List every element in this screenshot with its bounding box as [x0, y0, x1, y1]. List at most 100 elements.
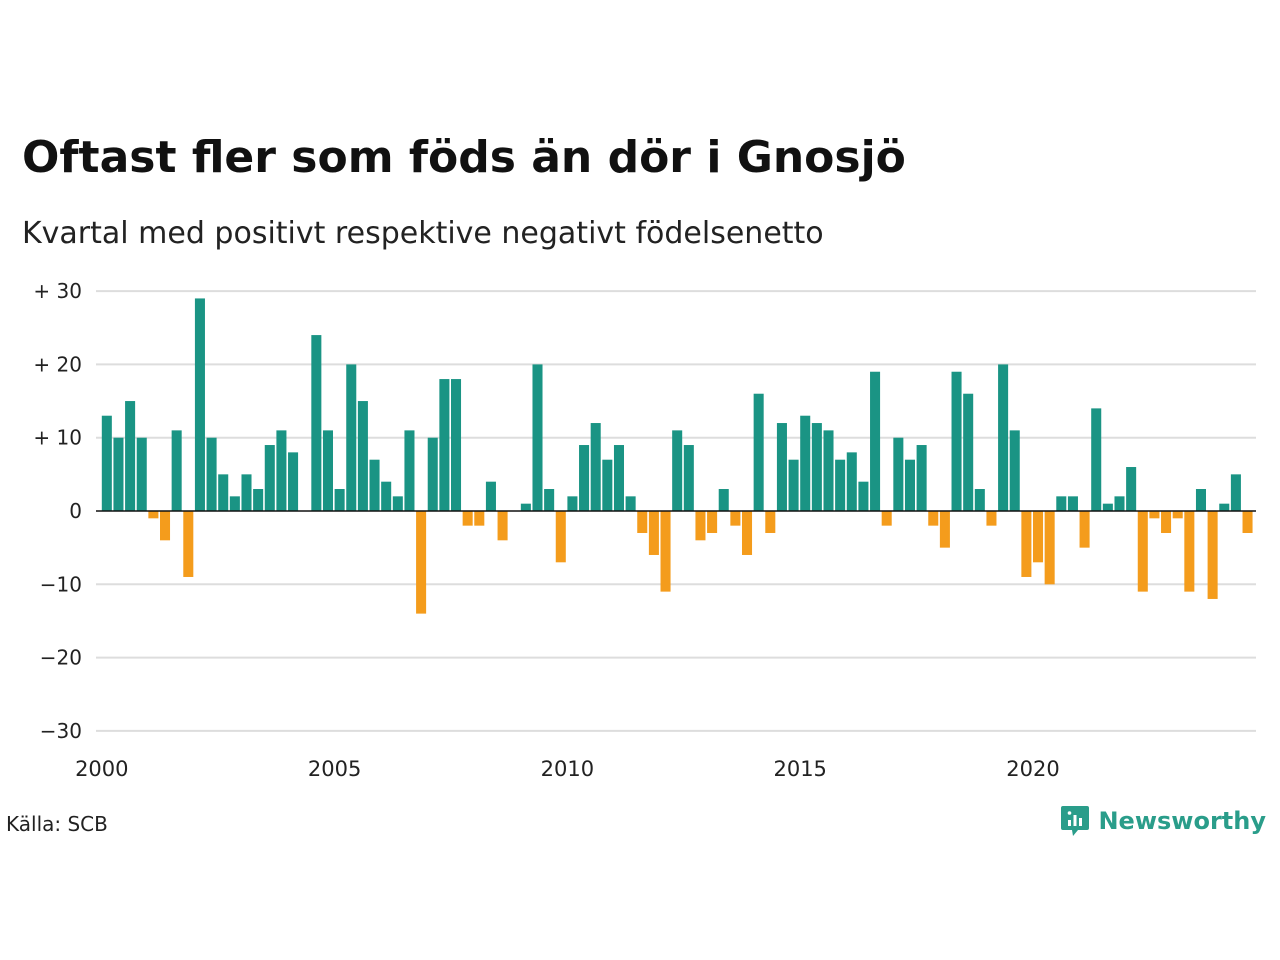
positive-bar — [567, 496, 578, 511]
newsworthy-logo-icon — [1061, 806, 1090, 836]
negative-bar — [637, 511, 648, 533]
negative-bar — [730, 511, 741, 526]
positive-bar — [1091, 408, 1102, 511]
x-tick-label: 2015 — [773, 757, 826, 781]
negative-bar — [1033, 511, 1044, 563]
positive-bar — [381, 481, 392, 511]
positive-bar — [125, 401, 136, 511]
positive-bar — [451, 379, 462, 511]
positive-bar — [800, 415, 811, 511]
positive-bar — [1067, 496, 1078, 511]
y-axis-labels: + 30 + 20 + 10 0 −10 −20 −30 — [33, 279, 82, 743]
negative-bar — [1184, 511, 1195, 592]
positive-bar — [951, 371, 962, 511]
y-tick-label: + 30 — [33, 279, 82, 303]
positive-bar — [229, 496, 240, 511]
positive-bar — [602, 459, 613, 511]
positive-bar — [1114, 496, 1125, 511]
positive-bar — [579, 445, 590, 511]
positive-bar — [870, 371, 881, 511]
positive-bar — [264, 445, 275, 511]
brand-logo[interactable]: Newsworthy — [1060, 804, 1266, 838]
y-tick-label: −10 — [40, 572, 82, 596]
source-note: Källa: SCB — [6, 812, 108, 836]
bar-chart: + 30+ 20+ 100−10−20−30 2000 2005 2010 2015 2… — [33, 279, 1256, 781]
positive-bar — [858, 481, 869, 511]
negative-bar — [1161, 511, 1172, 533]
positive-bar — [683, 445, 694, 511]
positive-bar — [194, 298, 205, 511]
positive-bar — [532, 364, 543, 511]
positive-bar — [241, 474, 252, 511]
chart-title: Oftast fler som föds än dör i Gnosjö — [22, 132, 906, 183]
negative-bar — [462, 511, 473, 526]
positive-bar — [963, 393, 974, 511]
positive-bar — [904, 459, 915, 511]
positive-bar — [101, 415, 112, 511]
y-tick-label: + 10 — [33, 426, 82, 450]
positive-bar — [276, 430, 287, 511]
positive-bar — [1126, 467, 1137, 511]
positive-bar — [218, 474, 229, 511]
chart-subtitle: Kvartal med positivt respektive negativt… — [22, 216, 824, 251]
negative-bar — [939, 511, 950, 548]
positive-bar — [846, 452, 857, 511]
positive-bar — [136, 437, 147, 511]
positive-bar — [369, 459, 380, 511]
positive-bar — [974, 489, 985, 511]
positive-bar — [613, 445, 624, 511]
positive-bar — [590, 423, 601, 511]
y-tick-label: 0 — [69, 499, 82, 523]
negative-bar — [765, 511, 776, 533]
negative-bar — [1172, 511, 1183, 519]
y-tick-label: + 20 — [33, 352, 82, 376]
positive-bar — [171, 430, 182, 511]
x-tick-label: 2000 — [75, 757, 128, 781]
positive-bar — [392, 496, 403, 511]
x-tick-label: 2010 — [541, 757, 594, 781]
positive-bar — [1102, 503, 1113, 511]
positive-bar — [718, 489, 729, 511]
negative-bar — [1242, 511, 1253, 533]
positive-bar — [893, 437, 904, 511]
positive-bar — [439, 379, 450, 511]
positive-bar — [823, 430, 834, 511]
positive-bar — [1219, 503, 1230, 511]
bars — [101, 298, 1253, 614]
x-tick-label: 2005 — [308, 757, 361, 781]
positive-bar — [1195, 489, 1206, 511]
negative-bar — [555, 511, 566, 563]
negative-bar — [1137, 511, 1148, 592]
positive-bar — [485, 481, 496, 511]
negative-bar — [695, 511, 706, 541]
positive-bar — [404, 430, 415, 511]
negative-bar — [1079, 511, 1090, 548]
positive-bar — [346, 364, 357, 511]
positive-bar — [788, 459, 799, 511]
positive-bar — [672, 430, 683, 511]
positive-bar — [288, 452, 299, 511]
positive-bar — [206, 437, 217, 511]
negative-bar — [1021, 511, 1032, 577]
negative-bar — [707, 511, 718, 533]
negative-bar — [183, 511, 194, 577]
positive-bar — [811, 423, 822, 511]
positive-bar — [1009, 430, 1020, 511]
positive-bar — [253, 489, 264, 511]
positive-bar — [357, 401, 368, 511]
positive-bar — [113, 437, 124, 511]
x-axis-labels: 2000 2005 2010 2015 2020 — [75, 757, 1060, 781]
positive-bar — [835, 459, 846, 511]
negative-bar — [1207, 511, 1218, 599]
negative-bar — [148, 511, 159, 519]
x-tick-label: 2020 — [1006, 757, 1059, 781]
positive-bar — [776, 423, 787, 511]
negative-bar — [474, 511, 485, 526]
negative-bar — [986, 511, 997, 526]
positive-bar — [998, 364, 1009, 511]
positive-bar — [544, 489, 555, 511]
negative-bar — [648, 511, 659, 555]
negative-bar — [660, 511, 671, 592]
positive-bar — [1056, 496, 1067, 511]
positive-bar — [1230, 474, 1241, 511]
